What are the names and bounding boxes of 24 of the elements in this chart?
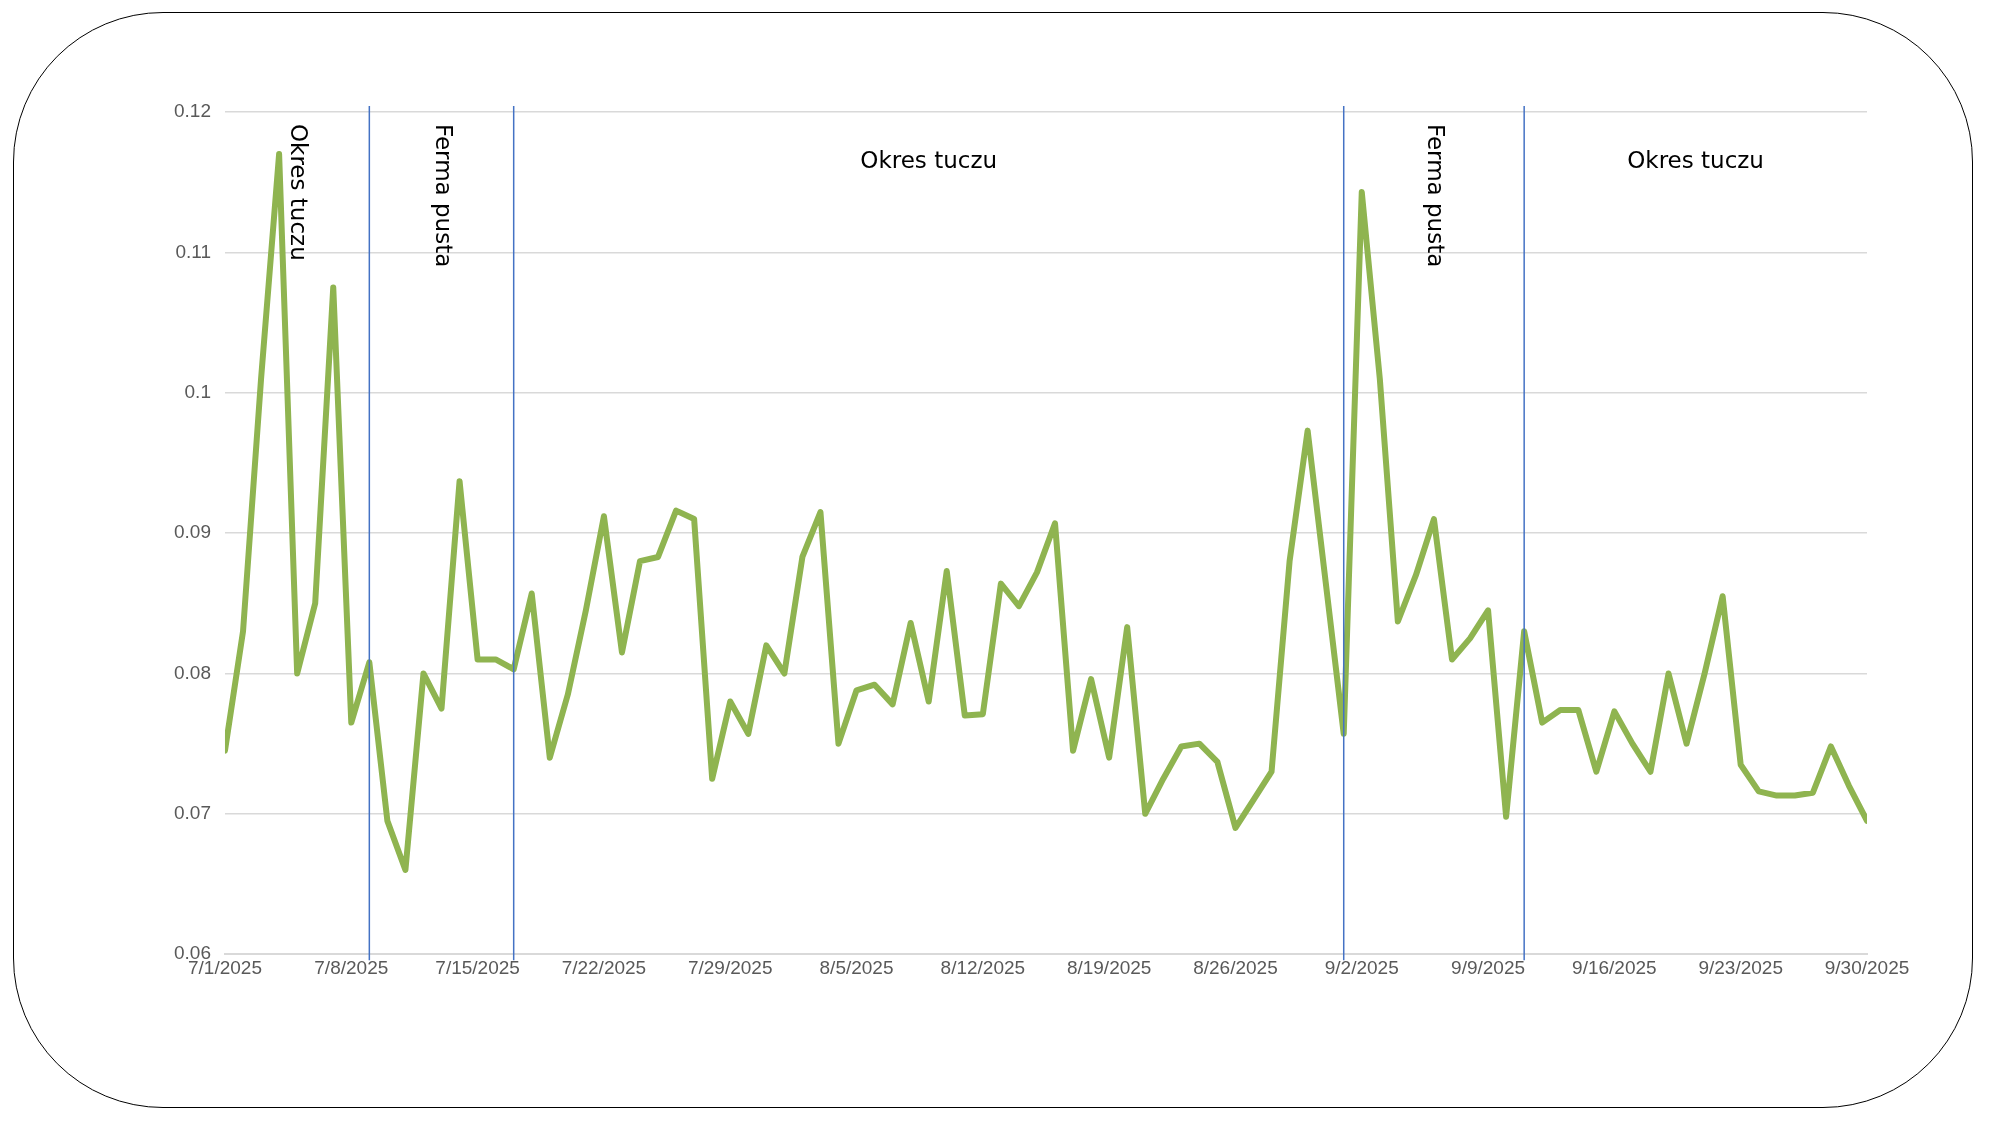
y-tick-label: 0.09 — [174, 521, 211, 543]
x-tick-label: 8/26/2025 — [1193, 956, 1278, 978]
y-tick-label: 0.12 — [174, 100, 211, 122]
annotation: Okres tuczu — [860, 146, 998, 173]
y-tick-label: 0.11 — [175, 240, 211, 262]
x-tick-label: 7/8/2025 — [314, 956, 389, 978]
x-tick-label: 9/30/2025 — [1824, 956, 1910, 978]
x-tick-label: 9/23/2025 — [1698, 956, 1783, 978]
annotation: Okres tuczu — [286, 124, 313, 261]
x-tick-label: 9/9/2025 — [1451, 956, 1526, 978]
x-tick-label: 8/19/2025 — [1066, 956, 1152, 978]
x-tick-label: 8/5/2025 — [819, 956, 894, 978]
x-tick-label: 9/16/2025 — [1572, 956, 1657, 978]
x-tick-label: 9/2/2025 — [1324, 956, 1399, 978]
y-tick-label: 0.07 — [174, 802, 211, 824]
annotation: Okres tuczu — [1627, 146, 1764, 173]
x-tick-label: 7/29/2025 — [687, 956, 773, 978]
annotation: Ferma pusta — [430, 124, 457, 268]
y-tick-label: 0.1 — [184, 380, 211, 402]
y-tick-label: 0.08 — [174, 661, 211, 683]
annotation: Ferma pusta — [1422, 124, 1449, 268]
x-tick-label: 8/12/2025 — [940, 956, 1026, 978]
x-tick-label: 7/22/2025 — [561, 956, 647, 978]
x-tick-label: 7/15/2025 — [435, 956, 520, 978]
